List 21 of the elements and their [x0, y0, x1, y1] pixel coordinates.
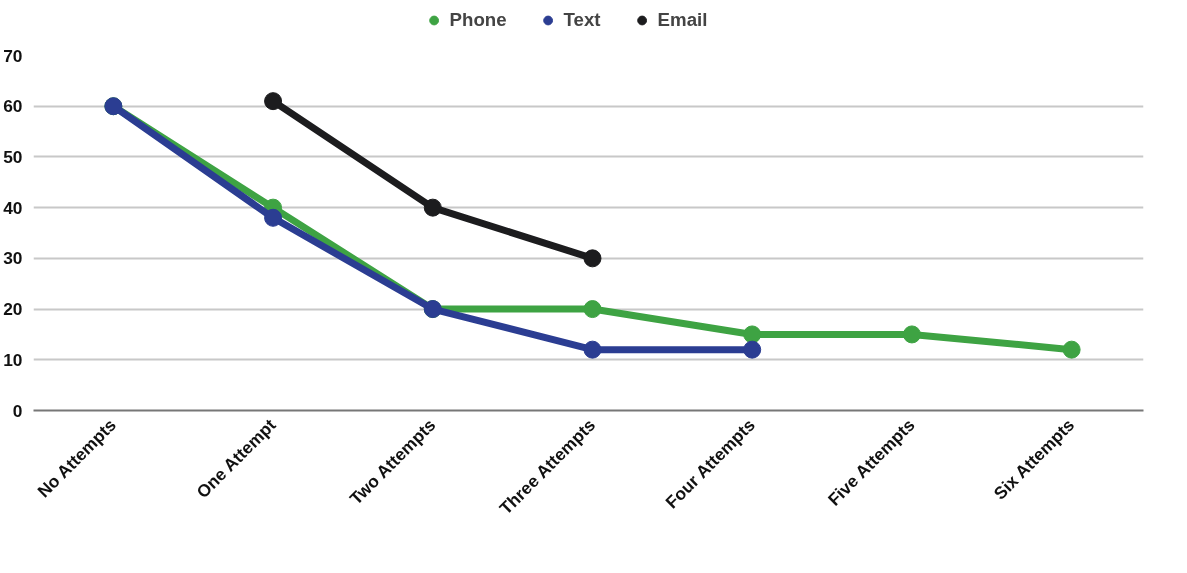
- point: [583, 249, 602, 268]
- point: [583, 300, 602, 319]
- point: [743, 340, 762, 359]
- y-tick-label: 20: [3, 299, 23, 320]
- y-tick-label: 50: [3, 146, 23, 167]
- point: [583, 340, 602, 359]
- y-tick-label: 30: [3, 248, 23, 269]
- y-tick-label: 60: [3, 96, 23, 117]
- point: [423, 198, 442, 217]
- y-tick-label: 0: [12, 400, 23, 421]
- point: [902, 325, 921, 344]
- point: [264, 208, 283, 227]
- y-tick-label: 40: [3, 197, 23, 218]
- legend-label: Phone: [449, 9, 507, 31]
- legend-label: Email: [657, 9, 708, 31]
- legend-label: Text: [563, 9, 601, 31]
- point: [743, 325, 762, 344]
- point: [1062, 340, 1081, 359]
- y-tick-label: 10: [3, 349, 23, 370]
- y-tick-label: 70: [3, 45, 23, 66]
- point: [264, 92, 283, 111]
